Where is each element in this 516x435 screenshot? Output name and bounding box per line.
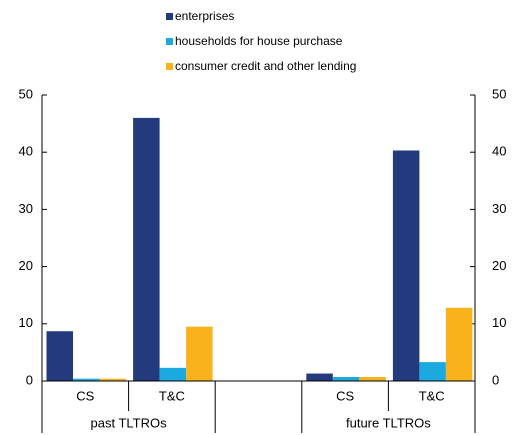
bar <box>306 373 333 381</box>
bar <box>445 307 473 381</box>
bar <box>186 326 213 381</box>
y-tick-label: 50 <box>19 86 33 101</box>
bar <box>332 376 360 381</box>
legend-swatch <box>166 63 173 70</box>
bar <box>392 150 420 381</box>
bar <box>419 362 446 381</box>
bar <box>359 376 386 381</box>
legend-swatch <box>166 13 173 20</box>
group-label: future TLTROs <box>346 415 431 430</box>
y-tick-label: 30 <box>19 201 33 216</box>
legend-label: households for house purchase <box>175 34 343 48</box>
legend-label: enterprises <box>175 9 234 23</box>
group-label: past TLTROs <box>91 415 168 430</box>
y-tick-label: 0 <box>26 372 33 387</box>
y-tick-label: 20 <box>19 258 33 273</box>
y2-tick-label: 10 <box>492 315 506 330</box>
y-tick-label: 40 <box>19 144 33 159</box>
bar <box>133 117 160 381</box>
bar <box>99 378 126 381</box>
x-tick-label: CS <box>76 388 94 403</box>
y-tick-label: 10 <box>19 315 33 330</box>
x-tick-label: T&C <box>159 388 185 403</box>
bar <box>159 367 187 381</box>
y2-tick-label: 30 <box>492 201 506 216</box>
y2-tick-label: 0 <box>492 372 499 387</box>
x-tick-label: CS <box>336 388 354 403</box>
legend-swatch <box>166 38 173 45</box>
y2-tick-label: 20 <box>492 258 506 273</box>
bar <box>46 331 73 381</box>
y2-tick-label: 50 <box>492 86 506 101</box>
bar <box>73 378 100 381</box>
y2-tick-label: 40 <box>492 144 506 159</box>
x-tick-label: T&C <box>419 388 445 403</box>
legend-label: consumer credit and other lending <box>175 59 356 73</box>
